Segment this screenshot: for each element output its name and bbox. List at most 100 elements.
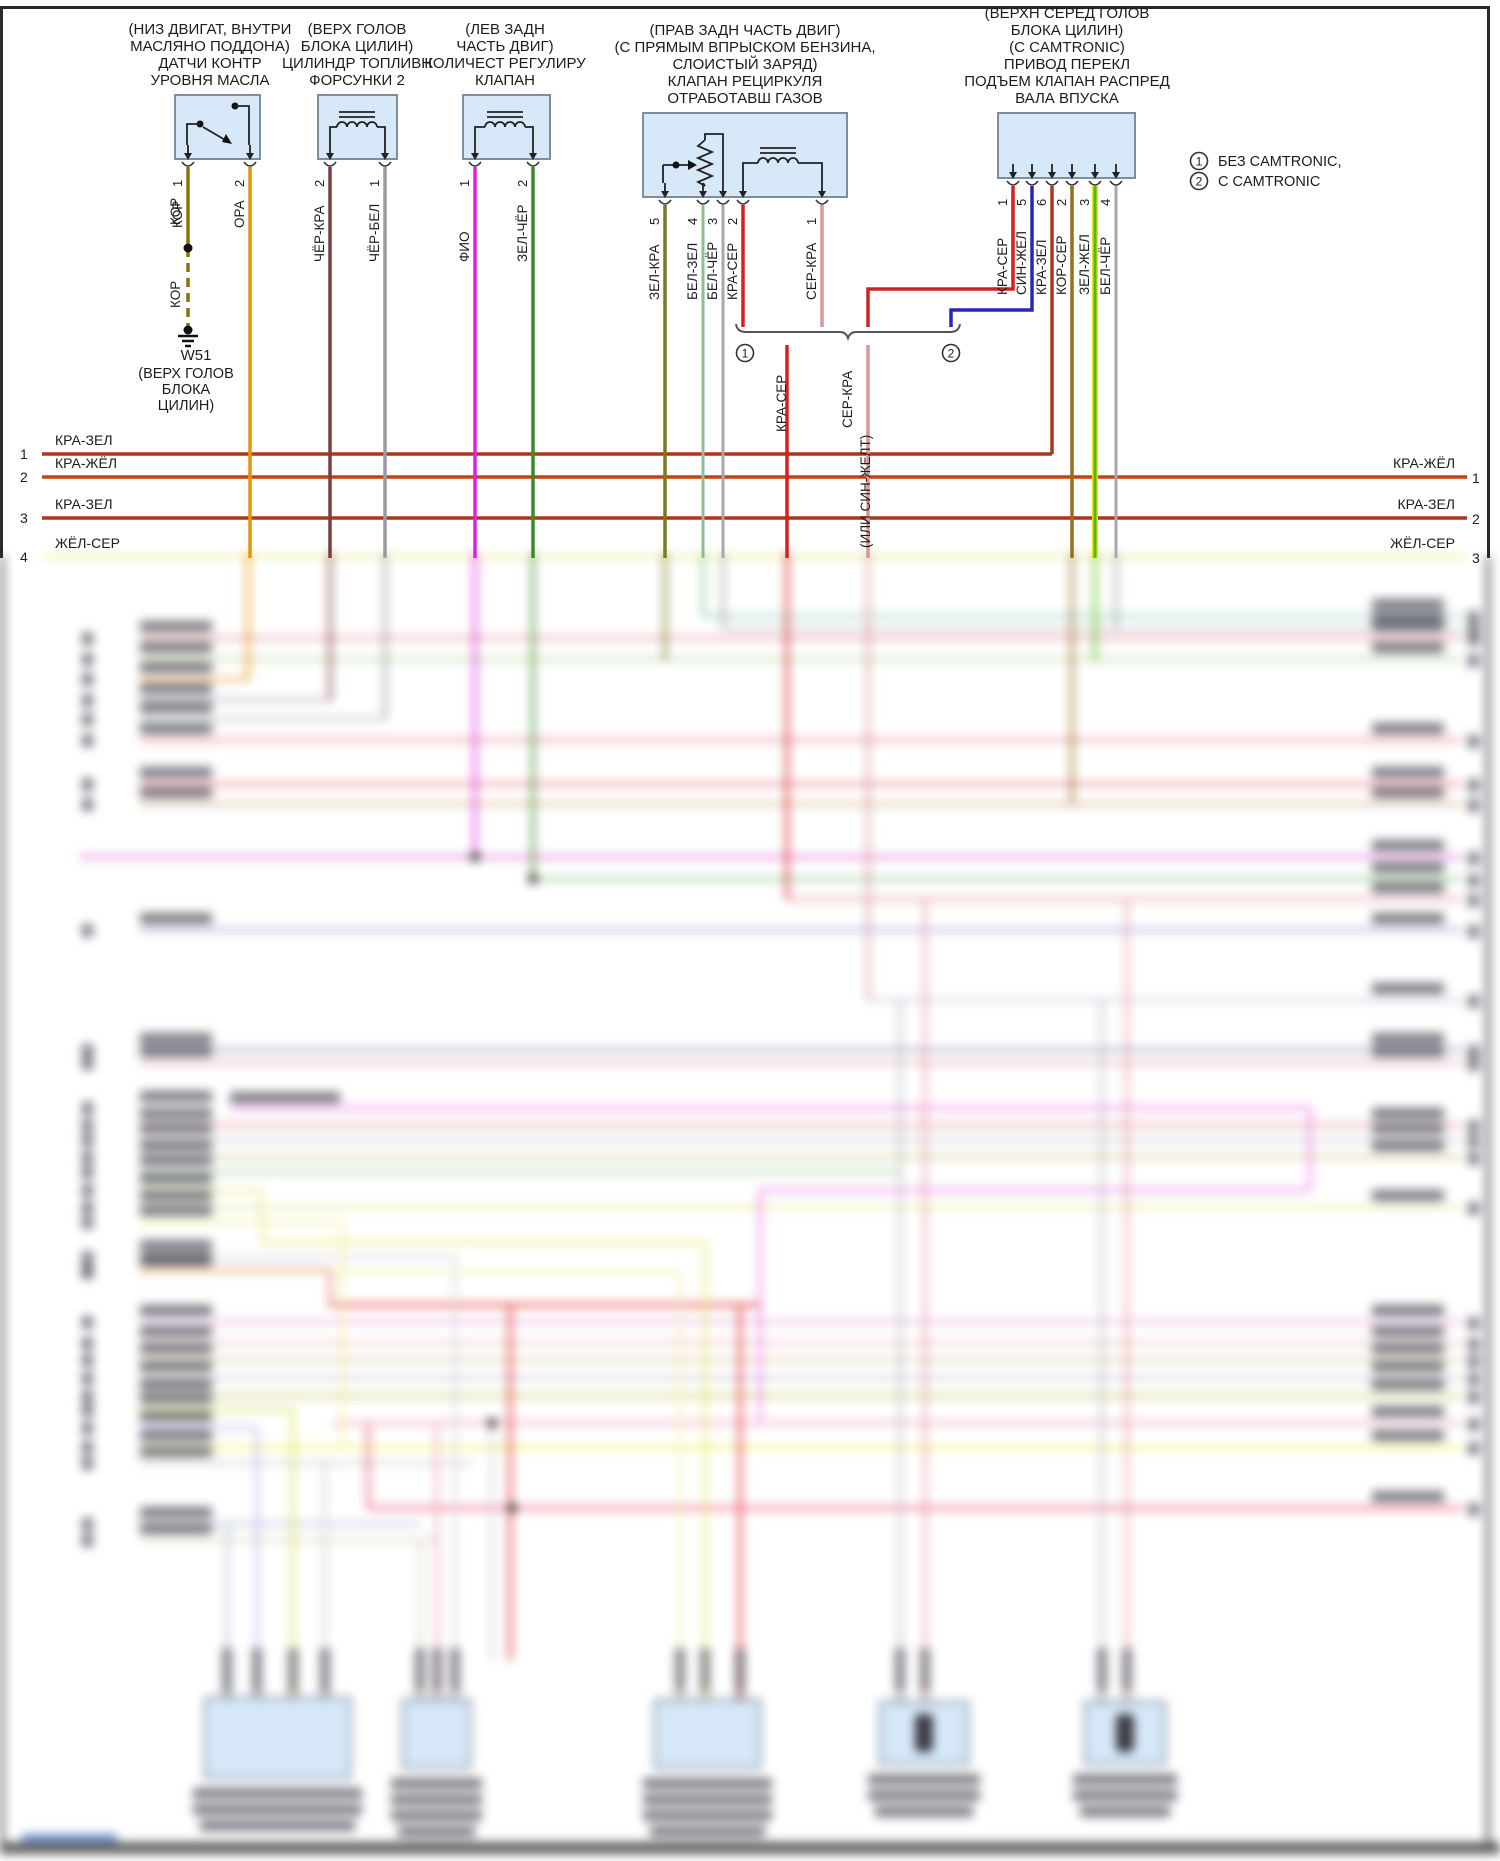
blurred-label-smudge	[252, 1648, 262, 1692]
blurred-component-box	[1083, 1700, 1167, 1766]
blurred-watermark	[22, 1834, 117, 1843]
legend-marker	[1189, 151, 1209, 171]
blurred-label-smudge	[193, 1804, 362, 1815]
wiper-dot	[672, 161, 680, 169]
ground-location: (ВЕРХ ГОЛОВ	[138, 366, 234, 382]
pin-number: 1	[995, 199, 1010, 206]
pin-arrow	[1091, 172, 1099, 179]
blurred-label-smudge	[222, 1648, 232, 1692]
blurred-label-smudge	[140, 723, 212, 734]
pin-number: 1	[170, 180, 185, 187]
coil-lead	[377, 126, 386, 145]
blurred-label-smudge	[140, 1123, 212, 1134]
blurred-label-smudge	[1372, 642, 1444, 653]
coil-lead	[474, 126, 485, 145]
blurred-label-smudge	[140, 1240, 212, 1251]
blurred-label-smudge	[1372, 1430, 1444, 1441]
blurred-label-smudge	[1468, 1120, 1479, 1133]
blurred-label-smudge	[1468, 1355, 1479, 1368]
blurred-label-smudge	[82, 1534, 93, 1547]
bus-left-number: 2	[20, 469, 28, 485]
wire-color-label: КРА-СЕР	[774, 375, 789, 432]
bus-left-label: КРА-ЗЕЛ	[55, 496, 113, 512]
blurred-label-smudge	[82, 1316, 93, 1329]
oil-level-sensor-title: (НИЗ ДВИГАТ, ВНУТРИ МАСЛЯНО ПОДДОНА) ДАТЧИ…	[128, 21, 292, 89]
legend-marker-number: 1	[1196, 155, 1203, 169]
bus-right-number: 2	[1472, 511, 1480, 527]
pin-number: 2	[725, 218, 740, 225]
blurred-label-smudge	[1468, 611, 1479, 624]
wire-color-label: СИН-ЖЕЛ	[1014, 231, 1029, 295]
quantity-control-valve-box	[462, 94, 551, 160]
blurred-label-smudge	[920, 1648, 930, 1692]
wire-color-label: ОРА	[232, 200, 247, 228]
pin-arrow	[661, 191, 669, 198]
blurred-component-box	[653, 1698, 762, 1770]
blurred-label-smudge	[1468, 894, 1479, 907]
wiper-arrow	[688, 160, 697, 170]
blurred-label-smudge	[1372, 1033, 1444, 1044]
pin-arrow	[1009, 172, 1017, 179]
pin-cup	[1025, 180, 1039, 186]
blurred-label-smudge	[200, 1820, 355, 1831]
potentiometer-resistor	[695, 139, 715, 187]
ground-name: W51	[181, 347, 212, 364]
blurred-label-smudge	[82, 1151, 93, 1164]
fuel-injector-cyl2-title: (ВЕРХ ГОЛОВ БЛОКА ЦИЛИН) ЦИЛИНДР ТОПЛИВН ФО…	[281, 21, 433, 89]
pin-number: 2	[232, 180, 247, 187]
blurred-label-smudge	[140, 1361, 212, 1372]
pin-cup	[696, 199, 710, 205]
blurred-label-smudge	[391, 1794, 482, 1805]
blurred-label-smudge	[82, 1102, 93, 1115]
blurred-label-smudge	[140, 702, 212, 713]
wire-color-label: КРА-ЗЕЛ	[1034, 240, 1049, 295]
blurred-label-smudge	[82, 632, 93, 645]
camshaft-lift-actuator-box	[997, 112, 1136, 179]
blurred-label-smudge	[82, 1404, 93, 1417]
blurred-label-smudge	[140, 1305, 212, 1316]
blurred-label-smudge	[82, 653, 93, 666]
pin-number: 3	[705, 218, 720, 225]
splice-dot	[183, 243, 193, 253]
wire-color-label: ЧЁР-БЕЛ	[367, 204, 382, 262]
blurred-label-smudge	[1097, 1648, 1107, 1692]
blurred-label-smudge	[140, 1091, 212, 1102]
coil-winding	[336, 121, 378, 128]
blurred-label-smudge	[1468, 799, 1479, 812]
blurred-label-smudge	[140, 1033, 212, 1044]
blurred-label-smudge	[140, 621, 212, 632]
blurred-label-smudge	[82, 734, 93, 747]
bus-right-label: КРА-ЖЁЛ	[1393, 455, 1455, 471]
blurred-junction-dot	[487, 1418, 497, 1428]
blurred-label-smudge	[82, 1266, 93, 1279]
blurred-label-smudge	[643, 1778, 772, 1789]
blurred-label-smudge	[391, 1810, 482, 1821]
blurred-label-smudge	[140, 1523, 212, 1534]
blurred-label-smudge	[140, 1205, 212, 1216]
pin-cup	[658, 199, 672, 205]
blurred-label-smudge	[82, 673, 93, 686]
blurred-junction-dot	[528, 874, 538, 884]
blurred-label-smudge	[1468, 654, 1479, 667]
pin-cup	[1088, 180, 1102, 186]
blurred-junction-dot	[507, 1503, 517, 1513]
blurred-connector-core	[915, 1714, 933, 1752]
blurred-label-smudge	[82, 1119, 93, 1132]
blurred-label-smudge	[140, 683, 212, 694]
blurred-label-smudge	[82, 1422, 93, 1435]
blurred-label-smudge	[82, 694, 93, 707]
blurred-label-smudge	[1468, 852, 1479, 865]
blurred-label-smudge	[1372, 599, 1444, 610]
bus-left-number: 4	[20, 549, 28, 565]
ground-location: БЛОКА	[162, 382, 211, 398]
blurred-label-smudge	[1372, 1406, 1444, 1417]
blurred-label-smudge	[868, 1774, 980, 1785]
blurred-label-smudge	[140, 767, 212, 778]
blurred-label-smudge	[82, 1354, 93, 1367]
blurred-label-smudge	[1468, 1058, 1479, 1071]
blurred-label-smudge	[1372, 882, 1444, 893]
pin-cup	[468, 161, 482, 167]
